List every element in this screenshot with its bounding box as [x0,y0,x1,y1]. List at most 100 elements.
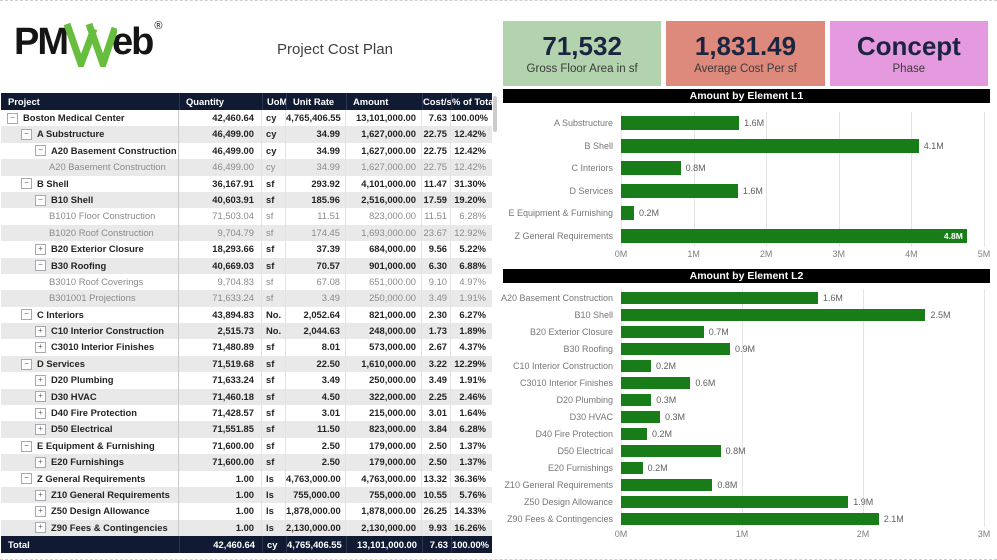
column-header-quantity[interactable]: Quantity [179,93,262,110]
category-label[interactable]: D40 Fire Protection [535,428,613,439]
table-row[interactable]: + C3010 Interior Finishes 71,480.89 sf 8.01 5… [1,339,492,356]
table-row[interactable]: + Z50 Design Allowance 1.00 ls 1,878,000.00 1… [1,503,492,520]
collapse-icon[interactable]: − [21,358,32,370]
category-label[interactable]: A20 Basement Construction [500,292,613,303]
table-row[interactable]: − D Services 71,519.68 sf 22.50 1,610,000.00 3… [1,355,492,373]
bar[interactable] [621,206,634,221]
bar[interactable] [621,444,721,457]
bar[interactable] [621,495,849,508]
table-row[interactable]: B301001 Projections 71,633.24 sf 3.49 250,00… [1,290,492,307]
category-label[interactable]: C Interiors [571,163,613,174]
table-row[interactable]: + D20 Plumbing 71,633.24 sf 3.49 250,000.00 3.… [1,372,492,389]
collapse-icon[interactable]: − [21,440,32,452]
cell-cost-sf: 22.75 [422,142,451,160]
collapse-icon[interactable]: − [7,112,18,124]
expand-icon[interactable]: + [35,342,46,354]
expand-icon[interactable]: + [35,522,46,534]
table-row[interactable]: B1020 Roof Construction 9,704.79 sf 174.45 1… [1,224,492,242]
bar[interactable] [621,478,713,491]
collapse-icon[interactable]: − [35,260,46,272]
category-label[interactable]: B Shell [584,140,613,151]
kpi-average-cost[interactable]: 1,831.49 Average Cost Per sf [666,21,825,86]
expand-icon[interactable]: + [35,243,46,255]
table-row[interactable]: + Z10 General Requirements 1.00 ls 755,000.0… [1,486,492,504]
table-row[interactable]: − A20 Basement Construction 46,499.00 cy 34.… [1,142,492,160]
table-row[interactable]: + D30 HVAC 71,460.18 sf 4.50 322,000.00 2.25 2.… [1,388,492,406]
table-row[interactable]: + B20 Exterior Closure 18,293.66 sf 37.39 684… [1,241,492,258]
collapse-icon[interactable]: − [21,178,32,190]
table-row[interactable]: + C10 Interior Construction 2,515.73 No. 2,0… [1,323,492,340]
collapse-icon[interactable]: − [21,129,32,141]
table-scrollbar[interactable] [493,96,497,132]
expand-icon[interactable]: + [35,489,46,501]
table-row[interactable]: B1010 Floor Construction 71,503.04 sf 11.51… [1,208,492,225]
table-row[interactable]: − C Interiors 43,894.83 No. 2,052.64 821,000.… [1,306,492,324]
category-label[interactable]: D50 Electrical [557,445,613,456]
table-row[interactable]: − B30 Roofing 40,669.03 sf 70.57 901,000.00 6.… [1,257,492,274]
collapse-icon[interactable]: − [21,309,32,321]
category-label[interactable]: D30 HVAC [569,411,613,422]
table-row[interactable]: + Z90 Fees & Contingencies 1.00 ls 2,130,000… [1,519,492,537]
table-row[interactable]: B3010 Roof Coverings 9,704.83 sf 67.08 651,0… [1,273,492,291]
category-label[interactable]: D20 Plumbing [556,394,613,405]
column-header-uom[interactable]: UoM [262,93,286,110]
category-label[interactable]: D Services [569,185,613,196]
kpi-phase[interactable]: Concept Phase [829,21,988,86]
table-row[interactable]: − B10 Shell 40,603.91 sf 185.96 2,516,000.00 1… [1,191,492,209]
category-label[interactable]: E Equipment & Furnishing [508,208,613,219]
column-header-unit-rate[interactable]: Unit Rate [286,93,346,110]
bar[interactable] [621,161,681,176]
category-label[interactable]: A Substructure [553,118,613,129]
collapse-icon[interactable]: − [21,473,32,485]
column-header-pct-total[interactable]: % of Total [451,93,492,110]
collapse-icon[interactable]: − [35,194,46,206]
expand-icon[interactable]: + [35,456,46,468]
bar[interactable] [621,359,652,372]
bar[interactable] [621,138,919,153]
category-label[interactable]: Z10 General Requirements [504,479,613,490]
cell-amount: 573,000.00 [346,339,422,356]
column-header-cost-sf[interactable]: Cost/sf [422,93,451,110]
table-row[interactable]: + E20 Furnishings 71,600.00 sf 2.50 179,000.0… [1,454,492,471]
column-header-project[interactable]: Project [8,96,40,107]
expand-icon[interactable]: + [35,424,46,436]
kpi-gross-floor-area[interactable]: 71,532 Gross Floor Area in sf [503,21,662,86]
bar[interactable] [621,512,879,525]
bar[interactable] [621,308,926,321]
bar[interactable] [621,427,648,440]
table-row[interactable]: A20 Basement Construction 46,499.00 cy 34.9… [1,159,492,176]
category-label[interactable]: C10 Interior Construction [512,360,613,371]
bar[interactable] [621,325,704,338]
category-label[interactable]: Z General Requirements [514,230,613,241]
bar[interactable]: 4.8M [621,228,967,243]
bar[interactable] [621,291,818,304]
collapse-icon[interactable]: − [35,145,46,157]
bar[interactable] [621,410,660,423]
table-row[interactable]: − E Equipment & Furnishing 71,600.00 sf 2.50… [1,437,492,455]
bar[interactable] [621,376,691,389]
bar[interactable] [621,116,740,131]
category-label[interactable]: B10 Shell [574,309,613,320]
bar[interactable] [621,461,643,474]
category-label[interactable]: Z50 Design Allowance [523,496,613,507]
expand-icon[interactable]: + [35,506,46,518]
bar[interactable] [621,393,652,406]
category-label[interactable]: B30 Roofing [563,343,613,354]
expand-icon[interactable]: + [35,407,46,419]
table-row[interactable]: − Boston Medical Center 42,460.64 cy 4,765,4… [1,110,492,127]
bar[interactable] [621,342,730,355]
column-header-amount[interactable]: Amount [346,93,422,110]
table-row[interactable]: + D50 Electrical 71,551.85 sf 11.50 823,000.0… [1,421,492,438]
category-label[interactable]: B20 Exterior Closure [529,326,613,337]
category-label[interactable]: Z90 Fees & Contingencies [506,513,613,524]
table-row[interactable]: − A Substructure 46,499.00 cy 34.99 1,627,000… [1,126,492,143]
bar[interactable] [621,183,738,198]
category-label[interactable]: E20 Furnishings [547,462,613,473]
expand-icon[interactable]: + [35,374,46,386]
table-row[interactable]: + D40 Fire Protection 71,428.57 sf 3.01 215,0… [1,405,492,422]
expand-icon[interactable]: + [35,325,46,337]
table-row[interactable]: − Z General Requirements 1.00 ls 4,763,000.0… [1,470,492,487]
table-row[interactable]: − B Shell 36,167.91 sf 293.92 4,101,000.00 11.… [1,175,492,192]
category-label[interactable]: C3010 Interior Finishes [519,377,613,388]
expand-icon[interactable]: + [35,391,46,403]
